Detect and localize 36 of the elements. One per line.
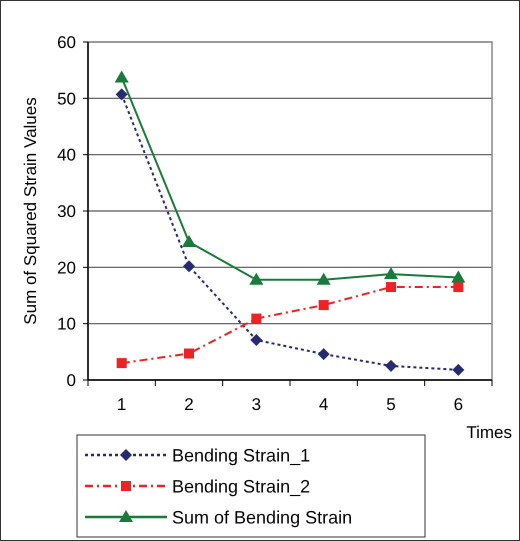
y-axis-title: Sum of Squared Strain Values — [21, 97, 40, 325]
point — [250, 334, 262, 346]
point — [452, 364, 464, 376]
x-tick-label: 2 — [184, 395, 194, 414]
point — [318, 348, 330, 360]
point — [183, 260, 195, 272]
point — [386, 282, 396, 292]
legend-label: Bending Strain_1 — [172, 445, 310, 466]
point — [384, 267, 398, 280]
y-tick-label: 60 — [57, 32, 76, 52]
point — [114, 70, 129, 82]
point — [249, 272, 264, 285]
y-tick-label: 30 — [57, 202, 76, 221]
point — [453, 282, 464, 292]
y-tick-label: 40 — [57, 146, 76, 165]
x-axis-title: Times — [466, 423, 512, 442]
x-tick-label: 5 — [386, 395, 396, 414]
point — [385, 360, 397, 372]
y-tick-label: 20 — [57, 258, 76, 278]
x-tick-label: 4 — [318, 395, 328, 414]
point — [116, 88, 128, 100]
point — [184, 348, 194, 359]
point — [451, 270, 466, 282]
y-tick-label: 10 — [57, 314, 76, 334]
point — [116, 358, 127, 368]
x-tick-label: 6 — [454, 395, 464, 414]
y-tick-label: 50 — [57, 89, 76, 108]
y-tick-label: 0 — [66, 370, 76, 390]
point — [316, 272, 331, 285]
point — [318, 300, 329, 310]
legend-label: Bending Strain_2 — [172, 476, 310, 496]
point — [251, 314, 262, 324]
x-tick-label: 3 — [252, 395, 262, 414]
legend-label: Sum of Bending Strain — [172, 507, 352, 528]
point — [182, 234, 196, 247]
x-tick-label: 1 — [116, 395, 126, 414]
